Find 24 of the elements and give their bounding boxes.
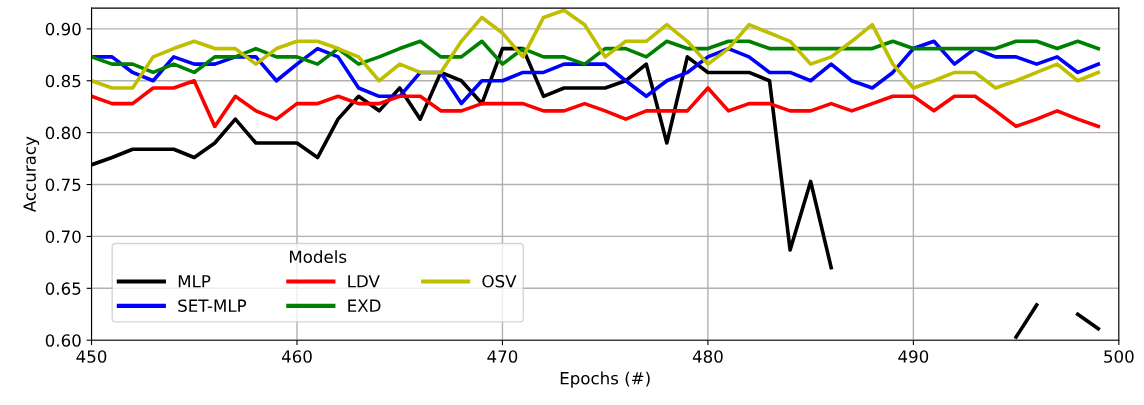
- legend-label: MLP: [178, 275, 211, 288]
- y-axis-title: Accuracy: [23, 136, 40, 213]
- legend-label: SET-MLP: [178, 299, 247, 313]
- y-tick-label: 0.65: [45, 282, 81, 295]
- x-tick-label: 470: [487, 350, 518, 363]
- legend-label: EXD: [348, 299, 381, 312]
- line-series: [91, 78, 1101, 129]
- x-tick-label: 450: [76, 350, 107, 363]
- y-tick-label: 0.70: [45, 230, 81, 243]
- legend-label: OSV: [482, 274, 517, 288]
- x-tick-label: 480: [692, 350, 723, 363]
- line-series: [91, 39, 1101, 75]
- y-tick-label: 0.85: [45, 74, 81, 88]
- x-tick-label: 500: [1104, 350, 1134, 363]
- legend-label: LDV: [348, 275, 380, 288]
- y-tick-label: 0.60: [45, 334, 81, 347]
- y-tick-label: 0.75: [45, 178, 81, 192]
- x-tick-label: 490: [898, 350, 929, 363]
- y-tick-label: 0.90: [45, 22, 81, 36]
- x-axis-title: Epochs (#): [560, 371, 650, 388]
- line-series: [91, 8, 1101, 90]
- x-tick-label: 460: [281, 350, 312, 363]
- y-tick-label: 0.80: [45, 126, 81, 140]
- legend-title: Models: [289, 250, 347, 264]
